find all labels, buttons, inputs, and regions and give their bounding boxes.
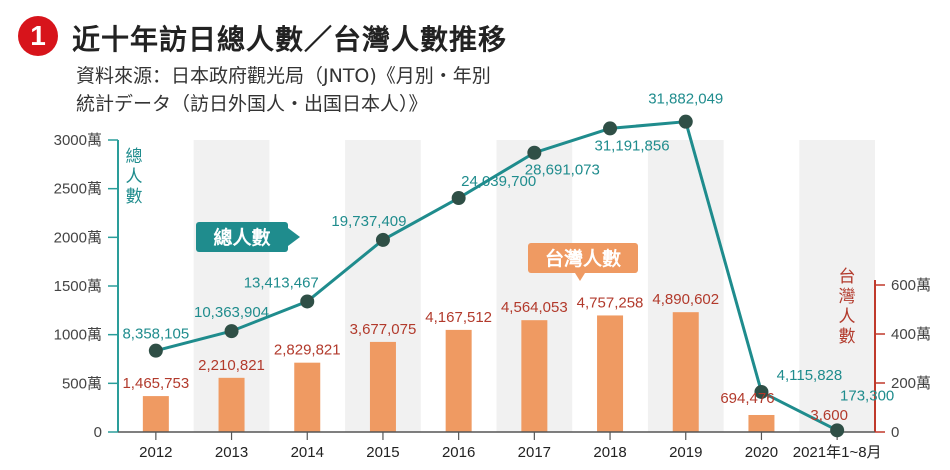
right-tick-label: 200萬 — [891, 375, 931, 392]
point-2020 — [754, 384, 769, 399]
taiwan-data-label: 2,210,821 — [198, 357, 265, 374]
total-data-label: 13,413,467 — [244, 274, 319, 291]
left-axis-title-char: 數 — [126, 187, 143, 207]
total-line-series — [148, 114, 845, 438]
point-2021年1~8月 — [830, 423, 845, 438]
taiwan-data-label: 3,677,075 — [350, 321, 417, 338]
x-tick-label: 2019 — [669, 444, 702, 461]
point-2018 — [603, 121, 618, 136]
point-2013 — [224, 324, 239, 339]
bar-2019 — [672, 312, 699, 432]
taiwan-data-label: 2,829,821 — [274, 342, 341, 359]
taiwan-data-label: 3,600 — [810, 407, 848, 424]
right-axis-title-char: 人 — [839, 307, 856, 327]
source-line-2: 統計データ（訪日外国人・出国日本人）》 — [76, 93, 428, 115]
point-2015 — [375, 232, 390, 247]
legend-taiwan-label: 台灣人數 — [545, 247, 621, 270]
left-axis-title-char: 總 — [126, 147, 143, 167]
chart-source: 資料來源：日本政府觀光局（JNTO)《月別・年別 統計データ（訪日外国人・出国日… — [76, 62, 596, 118]
taiwan-data-label: 4,564,053 — [501, 299, 568, 316]
x-tick-label: 2017 — [518, 444, 551, 461]
x-tick-label: 2013 — [215, 444, 248, 461]
point-2014 — [300, 294, 315, 309]
bar-2015 — [369, 341, 396, 432]
legend-total: 總人數 — [196, 222, 300, 252]
point-2017 — [527, 145, 542, 160]
data-labels: 8,358,105 10,363,904 13,413,467 19,737,409 2… — [122, 91, 894, 424]
bar-2018 — [597, 315, 624, 432]
right-axis-title-char: 數 — [839, 327, 856, 347]
legend-total-pointer — [288, 228, 300, 246]
point-2016 — [451, 191, 466, 206]
right-tick-label: 400萬 — [891, 326, 931, 343]
right-tick-label: 0 — [891, 424, 899, 441]
left-tick-label: 1000萬 — [54, 327, 102, 344]
taiwan-data-label: 1,465,753 — [122, 375, 189, 392]
legend-total-label: 總人數 — [213, 226, 270, 249]
x-tick-label: 2015 — [366, 444, 399, 461]
left-tick-label: 1500萬 — [54, 278, 102, 295]
point-2012 — [148, 343, 163, 358]
figure-number-badge: 1 — [18, 16, 58, 56]
left-tick-label: 2500萬 — [54, 181, 102, 198]
left-axis-title-char: 人 — [126, 167, 143, 187]
chart-axes: 0 500萬 1000萬 1500萬 2000萬 2500萬 3000萬 0 200萬 400萬 6… — [54, 132, 931, 461]
total-data-label: 173,300 — [840, 387, 894, 404]
total-data-label: 4,115,828 — [777, 367, 843, 384]
taiwan-bars — [142, 312, 851, 433]
taiwan-data-label: 4,167,512 — [425, 309, 492, 326]
legend-taiwan-box — [528, 243, 638, 273]
x-tick-label: 2016 — [442, 444, 475, 461]
legend-taiwan-pointer — [575, 273, 585, 281]
x-tick-label: 2012 — [139, 444, 172, 461]
total-data-label: 31,191,856 — [595, 137, 670, 154]
total-line — [155, 120, 838, 432]
total-data-label: 24,039,700 — [461, 173, 536, 190]
total-data-label: 8,358,105 — [122, 326, 189, 343]
x-tick-label: 2021年1~8月 — [793, 444, 882, 461]
bar-2012 — [142, 396, 169, 432]
left-tick-label: 0 — [94, 424, 102, 441]
taiwan-data-label: 694,476 — [720, 390, 774, 407]
right-axis-title-char: 灣 — [839, 287, 856, 307]
stripe-9 — [799, 140, 875, 432]
x-tick-label: 2018 — [593, 444, 626, 461]
bar-2017 — [521, 320, 548, 432]
taiwan-data-label: 4,757,258 — [577, 294, 644, 311]
legend-total-box — [196, 222, 288, 252]
total-data-label: 28,691,073 — [525, 162, 600, 179]
right-tick-label: 600萬 — [891, 277, 931, 294]
left-tick-label: 3000萬 — [54, 132, 102, 149]
bar-2020 — [748, 414, 775, 432]
chart-title: 近十年訪日總人數／台灣人數推移 — [72, 23, 508, 56]
taiwan-data-label: 4,890,602 — [652, 291, 719, 308]
left-tick-label: 2000萬 — [54, 229, 102, 246]
legend-taiwan: 台灣人數 — [528, 243, 638, 281]
source-line-1: 資料來源：日本政府觀光局（JNTO)《月別・年別 — [76, 65, 491, 87]
point-2019 — [678, 114, 693, 129]
total-data-label: 10,363,904 — [194, 304, 269, 321]
total-data-label: 19,737,409 — [331, 213, 406, 230]
total-data-label: 31,882,049 — [648, 91, 723, 108]
left-tick-label: 500萬 — [62, 375, 102, 392]
right-axis-title-char: 台 — [839, 267, 856, 287]
bar-2014 — [294, 362, 321, 432]
x-tick-label: 2014 — [291, 444, 324, 461]
bar-2016 — [445, 329, 472, 432]
bar-2013 — [218, 377, 245, 432]
x-tick-label: 2020 — [745, 444, 778, 461]
